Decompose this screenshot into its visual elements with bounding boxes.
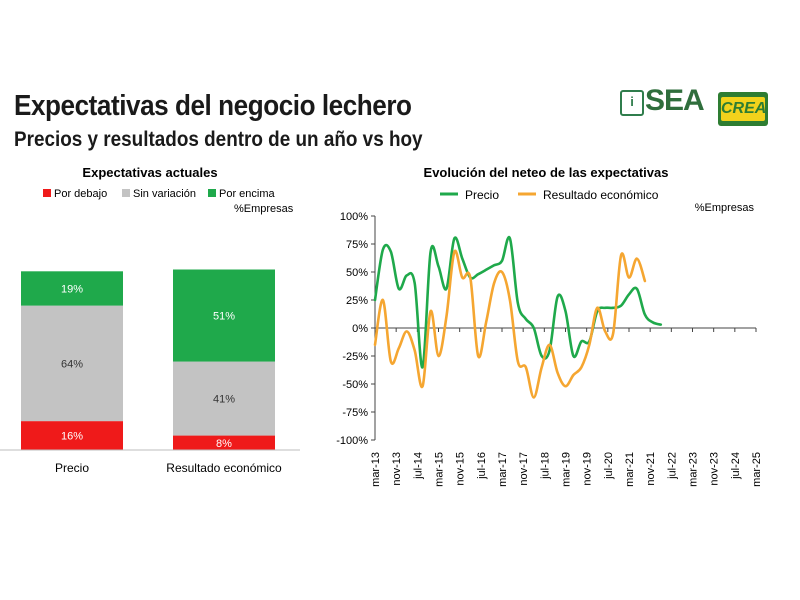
x-tick-label: nov-17 xyxy=(518,452,530,486)
y-tick-label: 50% xyxy=(346,267,368,279)
x-tick-label: nov-15 xyxy=(455,452,467,486)
y-tick-label: -25% xyxy=(342,351,368,363)
y-tick-label: -50% xyxy=(342,379,368,391)
line-result xyxy=(373,249,647,399)
y-tick-label: 25% xyxy=(346,295,368,307)
sea-logo: i SEA xyxy=(620,84,710,128)
x-tick-label: mar-13 xyxy=(370,452,382,487)
page-subtitle: Precios y resultados dentro de un año vs… xyxy=(14,128,423,151)
legend-label-below: Por debajo xyxy=(54,188,107,200)
x-tick-label: jul-24 xyxy=(730,452,742,480)
legend-label-above: Por encima xyxy=(219,188,276,200)
bar-chart: Expectativas actuales Por debajo Sin var… xyxy=(0,165,300,475)
x-tick-label: mar-15 xyxy=(434,452,446,487)
x-tick-label: jul-16 xyxy=(476,452,488,480)
lines-group xyxy=(373,235,663,399)
x-tick-label: nov-13 xyxy=(391,452,403,486)
crea-logo-text: CREA xyxy=(721,97,766,121)
line-legend: Precio Resultado económico xyxy=(440,188,659,202)
info-icon: i xyxy=(620,90,644,116)
legend-swatch-below xyxy=(43,189,51,197)
bar-segment xyxy=(173,435,275,450)
bar-value-label: 51% xyxy=(213,311,235,323)
line-unit-label: %Empresas xyxy=(695,202,755,214)
x-tick-label: mar-23 xyxy=(688,452,700,487)
sea-logo-text: SEA xyxy=(645,84,705,117)
legend-label-result: Resultado económico xyxy=(543,188,659,202)
x-tick-label: nov-21 xyxy=(645,452,657,486)
x-tick-label: mar-17 xyxy=(497,452,509,487)
bar-legend: Por debajo Sin variación Por encima %Emp… xyxy=(43,188,294,215)
bar-value-label: 8% xyxy=(216,438,232,450)
x-tick-label: mar-21 xyxy=(624,452,636,487)
bar-segment xyxy=(21,421,123,450)
bar-value-label: 19% xyxy=(61,283,83,295)
bar-value-label: 16% xyxy=(61,431,83,443)
legend-label-same: Sin variación xyxy=(133,188,196,200)
page-title: Expectativas del negocio lechero xyxy=(14,90,412,122)
x-tick-label: jul-18 xyxy=(539,452,551,480)
line-chart-title: Evolución del neteo de las expectativas xyxy=(424,165,669,180)
y-tick-label: 100% xyxy=(340,211,368,223)
crea-logo: CREA xyxy=(718,92,768,126)
bar-segment xyxy=(21,271,123,306)
bar-segment xyxy=(21,305,123,422)
x-tick-label: mar-19 xyxy=(561,452,573,487)
bar-chart-title: Expectativas actuales xyxy=(82,165,217,180)
x-tick-label: jul-14 xyxy=(412,452,424,480)
bar-category-label: Precio xyxy=(55,461,89,475)
legend-swatch-same xyxy=(122,189,130,197)
bar-value-label: 64% xyxy=(61,358,83,370)
legend-label-price: Precio xyxy=(465,188,499,202)
legend-swatch-above xyxy=(208,189,216,197)
x-tick-label: nov-19 xyxy=(582,452,594,486)
line-price xyxy=(373,235,663,369)
bar-value-label: 41% xyxy=(213,394,235,406)
y-tick-label: 75% xyxy=(346,239,368,251)
y-tick-label: 0% xyxy=(352,323,368,335)
x-tick-label: nov-23 xyxy=(709,452,721,486)
bar-category-label: Resultado económico xyxy=(166,461,282,475)
y-tick-label: -100% xyxy=(336,435,368,447)
x-tick-label: jul-22 xyxy=(666,452,678,480)
bar-unit-label: %Empresas xyxy=(234,203,294,215)
y-axis: -100% -75% -50% -25% 0% 25% 50% 75% 100% xyxy=(336,211,376,447)
x-tick-label: mar-25 xyxy=(751,452,763,487)
bar-segment xyxy=(173,361,275,436)
bars-group: 16% 64% 19% 8% 41% 51% xyxy=(21,269,275,450)
line-chart: Evolución del neteo de las expectativas … xyxy=(336,165,763,487)
y-tick-label: -75% xyxy=(342,407,368,419)
x-tick-label: jul-20 xyxy=(603,452,615,480)
bar-segment xyxy=(173,269,275,362)
x-axis: mar-13 nov-13 jul-14 mar-15 nov-15 jul-16 mar-… xyxy=(370,327,763,487)
